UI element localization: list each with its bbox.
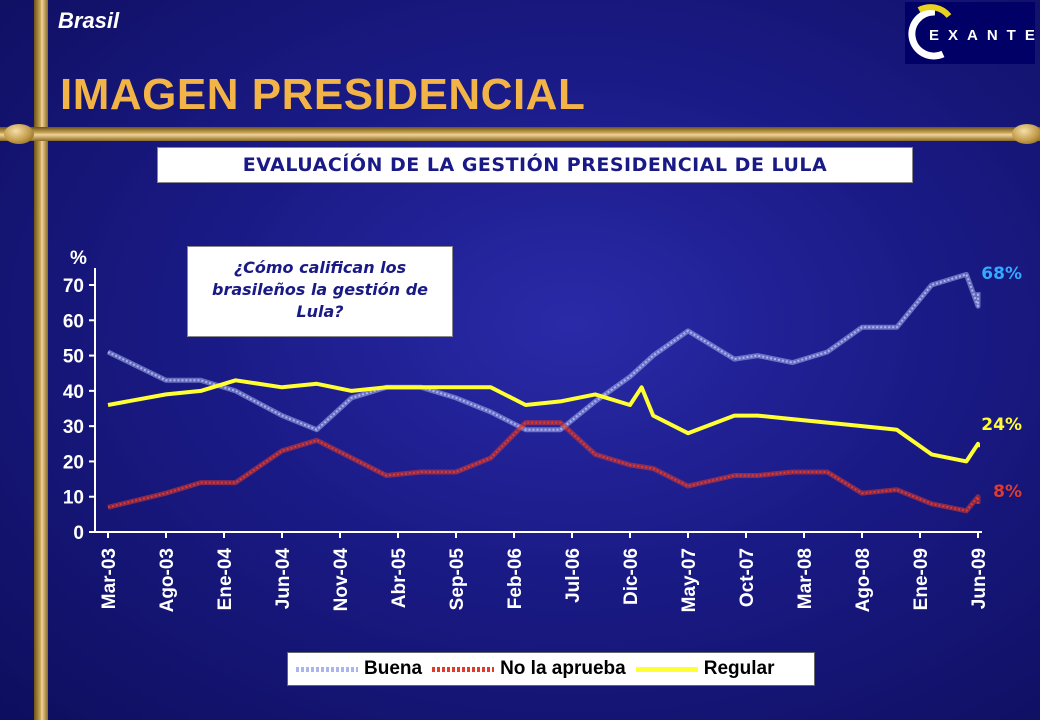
legend-item-regular: Regular: [635, 658, 775, 680]
legend-swatch-buena: [296, 666, 358, 672]
x-tick-label: Mar-03: [99, 548, 120, 609]
y-tick-label: 40: [63, 382, 84, 403]
legend-item-no-la-aprueba: No la aprueba: [432, 658, 626, 680]
legend-swatch-regular: [635, 666, 698, 672]
logo-text: EXANTE: [929, 27, 1035, 44]
country-label: Brasil: [58, 8, 120, 33]
x-tick-label: Jun-09: [969, 548, 990, 609]
exante-logo: EXANTE: [905, 2, 1035, 64]
page-title: IMAGEN PRESIDENCIAL: [60, 70, 586, 119]
logo-swoosh-white: [908, 8, 945, 60]
x-tick-label: Ago-03: [157, 548, 178, 612]
series-line-no-la-aprueba-glow: [107, 420, 981, 514]
gold-vertical-bar: [34, 0, 48, 720]
legend-label-regular: Regular: [703, 658, 775, 679]
series-line-regular: [107, 378, 980, 464]
y-tick-label: 50: [63, 347, 84, 368]
x-tick-label: Ene-09: [911, 548, 932, 610]
x-tick-label: Nov-04: [331, 548, 352, 612]
chart-legend: Buena No la aprueba Regular: [287, 652, 815, 686]
legend-swatch-no-la-aprueba: [432, 666, 495, 672]
survey-question: ¿Cómo califican los brasileños la gestió…: [187, 246, 453, 337]
x-tick-label: Jul-06: [563, 548, 584, 603]
y-tick-label: 0: [73, 523, 84, 544]
x-tick-label: Feb-06: [505, 548, 526, 609]
y-tick-label: 70: [63, 276, 84, 297]
legend-item-buena: Buena: [296, 658, 422, 680]
x-tick-label: Ene-04: [215, 548, 236, 611]
gold-horizontal-bar: [0, 127, 1040, 141]
gold-bar-left-cap: [4, 124, 34, 144]
x-tick-label: May-07: [679, 548, 700, 612]
series-line-buena-glow: [106, 271, 981, 433]
y-tick-label: 60: [63, 311, 84, 332]
series-line-buena: [107, 273, 979, 431]
x-tick-label: Dic-06: [621, 548, 642, 605]
y-tick-label: 30: [63, 417, 84, 438]
x-tick-label: Mar-08: [795, 548, 816, 609]
y-tick-label: 10: [63, 488, 84, 509]
x-tick-label: Jun-04: [273, 548, 294, 610]
series-line-no-la-aprueba: [107, 421, 979, 512]
x-tick-label: Sep-05: [447, 548, 468, 611]
gold-bar-right-cap: [1012, 124, 1040, 144]
chart-subtitle: EVALUACÍÓN DE LA GESTIÓN PRESIDENCIAL DE…: [157, 147, 913, 183]
x-tick-label: Abr-05: [389, 548, 410, 609]
legend-label-buena: Buena: [364, 658, 423, 679]
y-axis-label: %: [70, 248, 87, 269]
x-tick-label: Ago-08: [853, 548, 874, 612]
logo-swoosh-yellow: [917, 4, 952, 19]
end-label-regular: 24%: [981, 415, 1022, 435]
end-label-buena: 68%: [981, 264, 1022, 284]
y-tick-label: 20: [63, 452, 84, 473]
legend-label-no-la-aprueba: No la aprueba: [500, 658, 626, 679]
end-label-no-la-aprueba: 8%: [993, 482, 1022, 502]
x-tick-label: Oct-07: [737, 548, 758, 607]
